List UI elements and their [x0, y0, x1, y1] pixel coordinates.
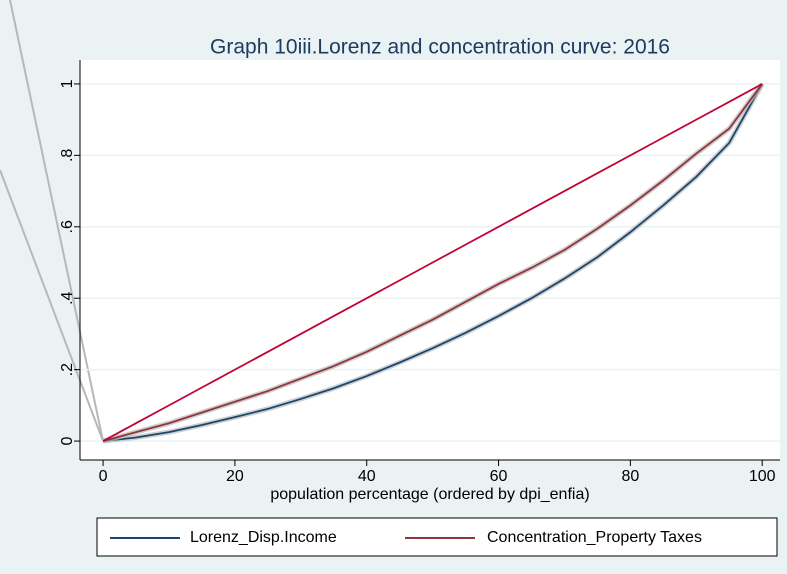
- x-tick-label: 100: [749, 468, 776, 485]
- legend-label: Concentration_Property Taxes: [487, 529, 702, 546]
- y-tick-label: .8: [59, 149, 76, 162]
- plot-area: [80, 60, 780, 460]
- y-tick-label: .2: [59, 363, 76, 376]
- x-tick-label: 60: [490, 468, 508, 485]
- chart-title: Graph 10iii.Lorenz and concentration cur…: [210, 36, 670, 59]
- y-tick-label: 1: [59, 79, 76, 88]
- y-tick-label: 0: [59, 437, 76, 446]
- y-tick-label: .6: [59, 220, 76, 233]
- line: [102, 83, 763, 442]
- x-tick-label: 40: [358, 468, 376, 485]
- x-tick-label: 0: [99, 468, 108, 485]
- x-tick-label: 80: [621, 468, 639, 485]
- x-axis-label: population percentage (ordered by dpi_en…: [270, 486, 589, 503]
- line: [102, 83, 763, 442]
- y-tick-label: .4: [59, 291, 76, 304]
- artifact-line: [0, 169, 104, 442]
- artifact-line: [9, 0, 104, 442]
- x-tick-label: 20: [226, 468, 244, 485]
- legend-label: Lorenz_Disp.Income: [190, 529, 337, 546]
- line: [102, 83, 763, 442]
